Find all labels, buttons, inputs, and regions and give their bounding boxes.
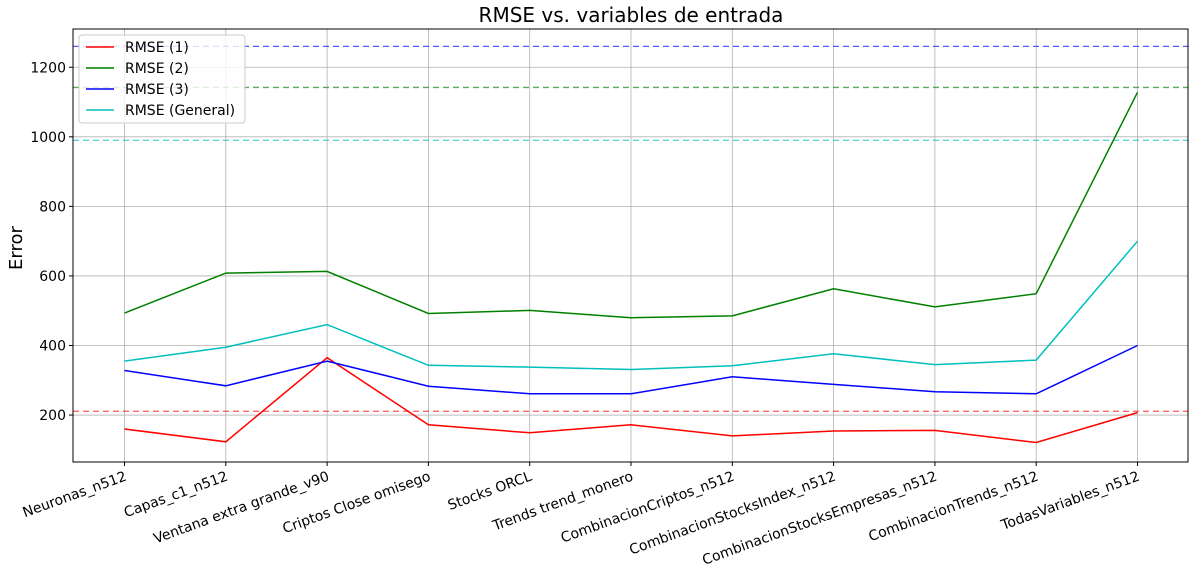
y-axis-label: Error xyxy=(6,225,27,269)
series-line xyxy=(124,240,1139,371)
series-line xyxy=(124,356,1138,444)
x-tick-label: Neuronas_n512 xyxy=(21,469,129,521)
x-tick-label: CombinacionTrends_n512 xyxy=(866,469,1040,545)
legend-label: RMSE (General) xyxy=(125,103,235,119)
y-tick-label: 1000 xyxy=(30,130,66,146)
series-lines xyxy=(124,91,1139,444)
y-tick-label: 200 xyxy=(39,408,66,424)
legend-label: RMSE (3) xyxy=(125,82,189,98)
y-tick-label: 800 xyxy=(39,199,66,215)
x-tick-label: Stocks ORCL xyxy=(446,469,534,514)
y-tick-label: 1200 xyxy=(30,60,66,76)
y-tick-label: 600 xyxy=(39,269,66,285)
y-tick-label: 400 xyxy=(39,338,66,354)
legend: RMSE (1) RMSE (2) RMSE (3) RMSE (General) xyxy=(78,34,246,124)
x-tick-label: CombinacionCriptos_n512 xyxy=(559,469,737,547)
chart-title: RMSE vs. variables de entrada xyxy=(479,3,784,27)
x-tick-label: Ventana extra grande_v90 xyxy=(152,469,332,548)
legend-label: RMSE (2) xyxy=(125,61,189,77)
series-line xyxy=(124,91,1139,319)
legend-box xyxy=(78,34,246,124)
series-line xyxy=(124,344,1138,395)
legend-label: RMSE (1) xyxy=(125,40,189,56)
y-axis-ticks: 200 400 600 800 1000 1200 xyxy=(30,60,73,424)
reference-lines xyxy=(73,45,1188,412)
